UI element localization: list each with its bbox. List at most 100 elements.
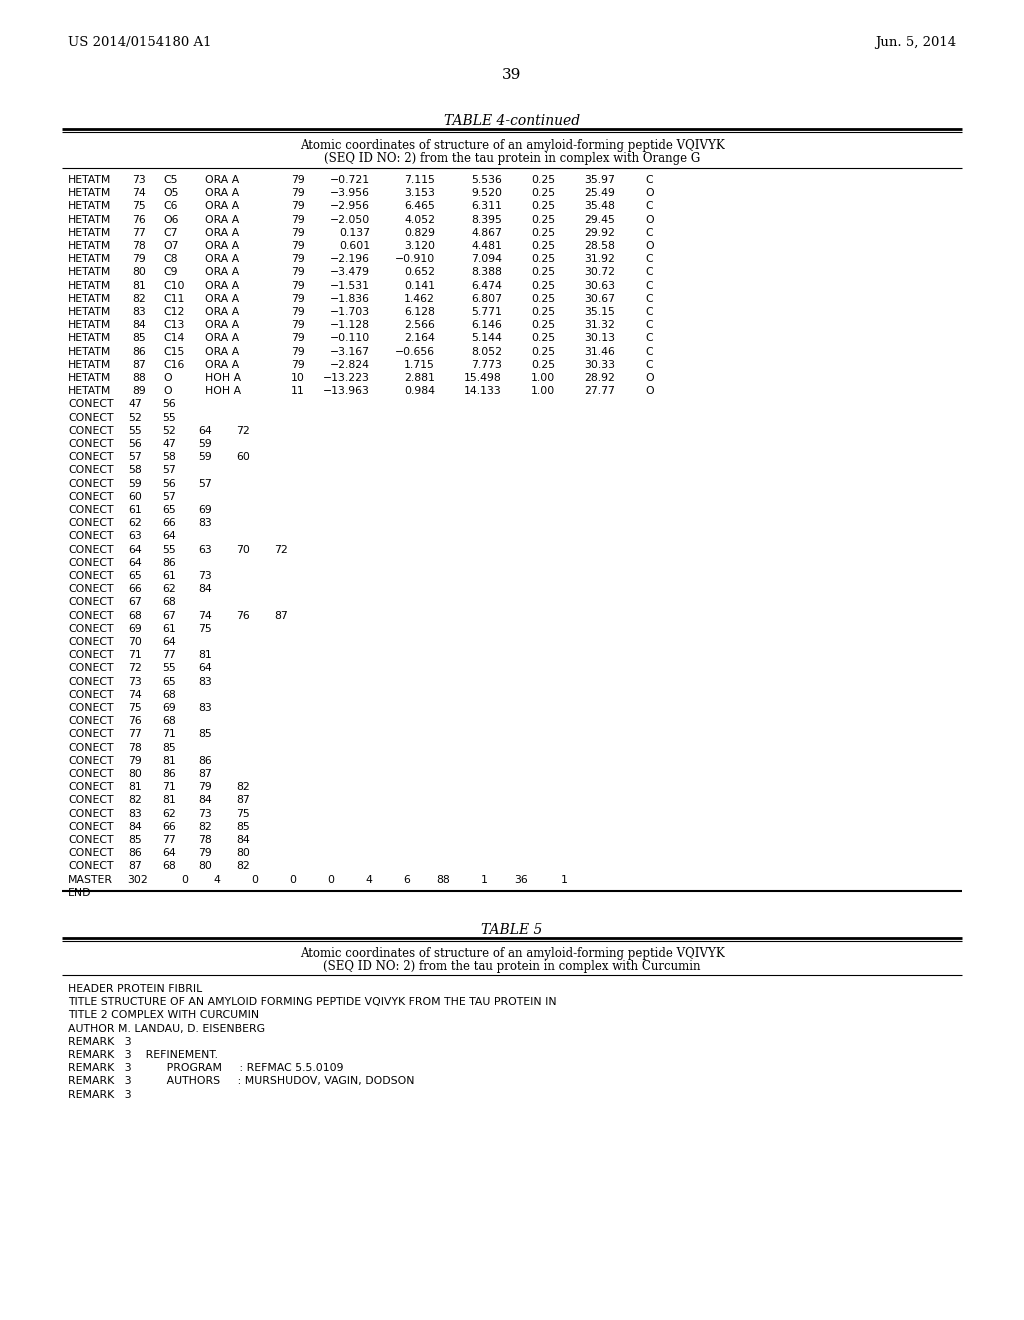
Text: HETATM: HETATM bbox=[68, 215, 112, 224]
Text: 75: 75 bbox=[236, 809, 250, 818]
Text: 62: 62 bbox=[162, 809, 176, 818]
Text: 0: 0 bbox=[289, 875, 296, 884]
Text: CONECT: CONECT bbox=[68, 730, 114, 739]
Text: 85: 85 bbox=[132, 334, 145, 343]
Text: 64: 64 bbox=[198, 664, 212, 673]
Text: 73: 73 bbox=[128, 677, 141, 686]
Text: AUTHOR M. LANDAU, D. EISENBERG: AUTHOR M. LANDAU, D. EISENBERG bbox=[68, 1023, 265, 1034]
Text: 79: 79 bbox=[291, 294, 305, 304]
Text: 60: 60 bbox=[236, 453, 250, 462]
Text: C8: C8 bbox=[163, 255, 177, 264]
Text: 10: 10 bbox=[291, 374, 305, 383]
Text: O: O bbox=[645, 387, 653, 396]
Text: 0.25: 0.25 bbox=[530, 202, 555, 211]
Text: 59: 59 bbox=[198, 440, 212, 449]
Text: 4.052: 4.052 bbox=[404, 215, 435, 224]
Text: 56: 56 bbox=[162, 479, 176, 488]
Text: 83: 83 bbox=[198, 704, 212, 713]
Text: O: O bbox=[645, 374, 653, 383]
Text: 77: 77 bbox=[132, 228, 145, 238]
Text: CONECT: CONECT bbox=[68, 558, 114, 568]
Text: CONECT: CONECT bbox=[68, 453, 114, 462]
Text: 27.77: 27.77 bbox=[584, 387, 615, 396]
Text: HETATM: HETATM bbox=[68, 308, 112, 317]
Text: CONECT: CONECT bbox=[68, 796, 114, 805]
Text: 25.49: 25.49 bbox=[584, 189, 615, 198]
Text: 52: 52 bbox=[162, 426, 176, 436]
Text: ORA A: ORA A bbox=[205, 268, 240, 277]
Text: 55: 55 bbox=[162, 545, 176, 554]
Text: C: C bbox=[645, 347, 652, 356]
Text: 69: 69 bbox=[128, 624, 141, 634]
Text: 0.652: 0.652 bbox=[404, 268, 435, 277]
Text: US 2014/0154180 A1: US 2014/0154180 A1 bbox=[68, 36, 212, 49]
Text: 0.601: 0.601 bbox=[339, 242, 370, 251]
Text: −0.910: −0.910 bbox=[394, 255, 435, 264]
Text: 8.395: 8.395 bbox=[471, 215, 502, 224]
Text: C6: C6 bbox=[163, 202, 177, 211]
Text: −0.721: −0.721 bbox=[330, 176, 370, 185]
Text: 89: 89 bbox=[132, 387, 145, 396]
Text: 63: 63 bbox=[198, 545, 212, 554]
Text: 68: 68 bbox=[162, 862, 176, 871]
Text: ORA A: ORA A bbox=[205, 189, 240, 198]
Text: ORA A: ORA A bbox=[205, 334, 240, 343]
Text: 74: 74 bbox=[132, 189, 145, 198]
Text: 8.388: 8.388 bbox=[471, 268, 502, 277]
Text: −2.956: −2.956 bbox=[330, 202, 370, 211]
Text: 2.881: 2.881 bbox=[404, 374, 435, 383]
Text: 0.984: 0.984 bbox=[404, 387, 435, 396]
Text: Atomic coordinates of structure of an amyloid-forming peptide VQIVYK: Atomic coordinates of structure of an am… bbox=[300, 946, 724, 960]
Text: O7: O7 bbox=[163, 242, 178, 251]
Text: ORA A: ORA A bbox=[205, 202, 240, 211]
Text: 0.141: 0.141 bbox=[404, 281, 435, 290]
Text: 35.48: 35.48 bbox=[584, 202, 615, 211]
Text: 0.25: 0.25 bbox=[530, 228, 555, 238]
Text: 57: 57 bbox=[162, 492, 176, 502]
Text: 77: 77 bbox=[162, 836, 176, 845]
Text: 86: 86 bbox=[162, 770, 176, 779]
Text: 82: 82 bbox=[132, 294, 145, 304]
Text: 3.153: 3.153 bbox=[404, 189, 435, 198]
Text: 5.771: 5.771 bbox=[471, 308, 502, 317]
Text: MASTER: MASTER bbox=[68, 875, 113, 884]
Text: 79: 79 bbox=[291, 360, 305, 370]
Text: 61: 61 bbox=[162, 572, 176, 581]
Text: ORA A: ORA A bbox=[205, 255, 240, 264]
Text: 1: 1 bbox=[561, 875, 568, 884]
Text: 8.052: 8.052 bbox=[471, 347, 502, 356]
Text: 30.33: 30.33 bbox=[584, 360, 615, 370]
Text: 79: 79 bbox=[291, 321, 305, 330]
Text: 88: 88 bbox=[436, 875, 450, 884]
Text: 6: 6 bbox=[403, 875, 410, 884]
Text: CONECT: CONECT bbox=[68, 809, 114, 818]
Text: 28.58: 28.58 bbox=[584, 242, 615, 251]
Text: 0.25: 0.25 bbox=[530, 334, 555, 343]
Text: −3.479: −3.479 bbox=[330, 268, 370, 277]
Text: O5: O5 bbox=[163, 189, 178, 198]
Text: O: O bbox=[645, 215, 653, 224]
Text: 68: 68 bbox=[128, 611, 141, 620]
Text: C: C bbox=[645, 228, 652, 238]
Text: END: END bbox=[68, 888, 91, 898]
Text: 52: 52 bbox=[128, 413, 141, 422]
Text: HETATM: HETATM bbox=[68, 228, 112, 238]
Text: 6.146: 6.146 bbox=[471, 321, 502, 330]
Text: ORA A: ORA A bbox=[205, 308, 240, 317]
Text: CONECT: CONECT bbox=[68, 770, 114, 779]
Text: CONECT: CONECT bbox=[68, 400, 114, 409]
Text: 65: 65 bbox=[162, 506, 176, 515]
Text: 82: 82 bbox=[198, 822, 212, 832]
Text: 28.92: 28.92 bbox=[584, 374, 615, 383]
Text: −13.223: −13.223 bbox=[324, 374, 370, 383]
Text: 11: 11 bbox=[291, 387, 305, 396]
Text: CONECT: CONECT bbox=[68, 822, 114, 832]
Text: 64: 64 bbox=[128, 545, 141, 554]
Text: TITLE 2 COMPLEX WITH CURCUMIN: TITLE 2 COMPLEX WITH CURCUMIN bbox=[68, 1010, 259, 1020]
Text: 63: 63 bbox=[128, 532, 141, 541]
Text: ORA A: ORA A bbox=[205, 176, 240, 185]
Text: 67: 67 bbox=[128, 598, 141, 607]
Text: REMARK   3: REMARK 3 bbox=[68, 1036, 132, 1047]
Text: −2.050: −2.050 bbox=[330, 215, 370, 224]
Text: 79: 79 bbox=[128, 756, 141, 766]
